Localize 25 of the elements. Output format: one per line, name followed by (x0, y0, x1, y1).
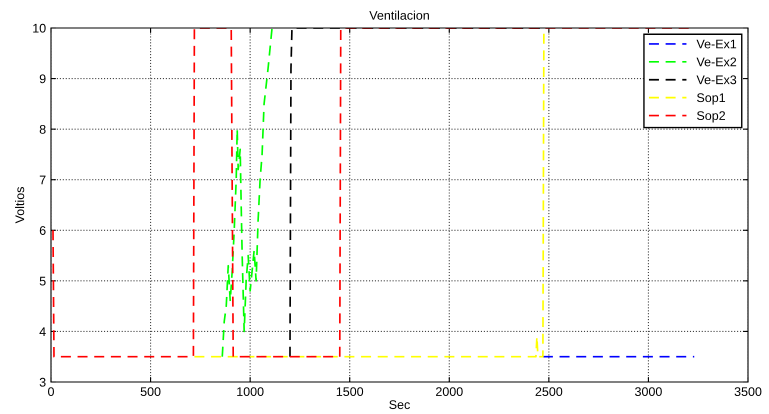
legend-label: Ve-Ex3 (696, 75, 736, 84)
legend-label: Sop1 (697, 93, 726, 105)
x-tick-label: 1000 (237, 387, 264, 396)
x-tick-label: 0 (48, 387, 54, 396)
x-tick-label: 1500 (336, 387, 364, 396)
y-tick-label: 9 (40, 74, 46, 84)
y-axis-title: Voltios (15, 187, 24, 224)
legend-label: Ve-Ex2 (696, 57, 736, 66)
y-tick-label: 5 (40, 276, 46, 286)
y-tick-label: 7 (40, 176, 46, 184)
line-series (221, 28, 275, 358)
x-tick-label: 500 (140, 387, 161, 396)
y-tick-label: 6 (40, 226, 46, 235)
x-tick-label: 3500 (734, 387, 762, 396)
y-tick-label: 4 (39, 327, 46, 336)
y-tick-label: 10 (33, 24, 46, 33)
legend-label: Ve-Ex1 (696, 40, 736, 48)
chart-title: Ventilacion (369, 10, 429, 20)
legend-label: Sop2 (697, 111, 726, 123)
x-tick-label: 2500 (536, 387, 562, 396)
x-tick-label: 2000 (436, 387, 463, 396)
x-tick-label: 3000 (635, 387, 662, 396)
y-tick-label: 3 (40, 378, 46, 387)
x-axis-title: Sec (389, 400, 410, 410)
y-tick-label: 8 (40, 124, 46, 134)
